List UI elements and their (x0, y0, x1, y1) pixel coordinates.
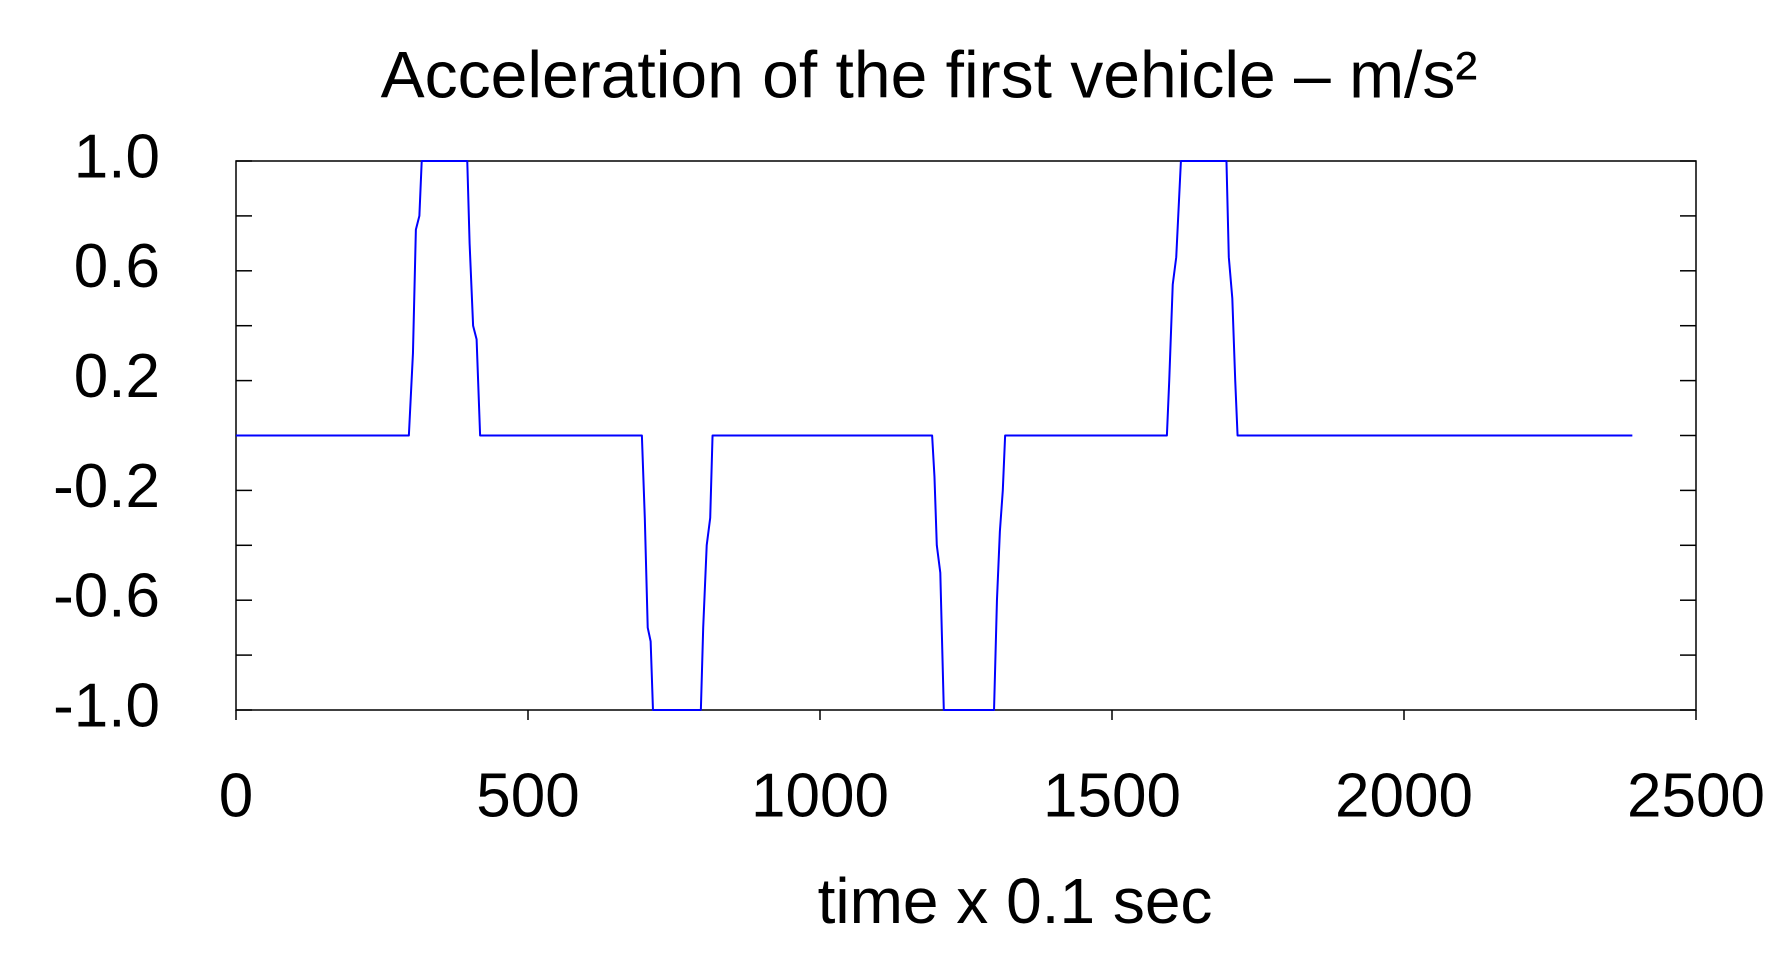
y-tick-label: -0.2 (53, 452, 160, 521)
x-tick-label: 2500 (1627, 761, 1765, 830)
x-tick-label: 1000 (751, 761, 889, 830)
x-axis-label: time x 0.1 sec (818, 865, 1213, 937)
y-tick-label: 0.6 (74, 232, 160, 301)
y-tick-label: 1.0 (74, 122, 160, 191)
y-tick-label: -0.6 (53, 562, 160, 631)
x-tick-label: 1500 (1043, 761, 1181, 830)
line-series (236, 160, 1633, 711)
x-tick-label: 500 (476, 761, 579, 830)
y-tick-label: -1.0 (53, 671, 160, 740)
chart-title: Acceleration of the first vehicle – m/s² (381, 37, 1478, 111)
y-tick-label: 0.2 (74, 342, 160, 411)
x-tick-label: 2000 (1335, 761, 1473, 830)
x-tick-label: 0 (219, 761, 253, 830)
